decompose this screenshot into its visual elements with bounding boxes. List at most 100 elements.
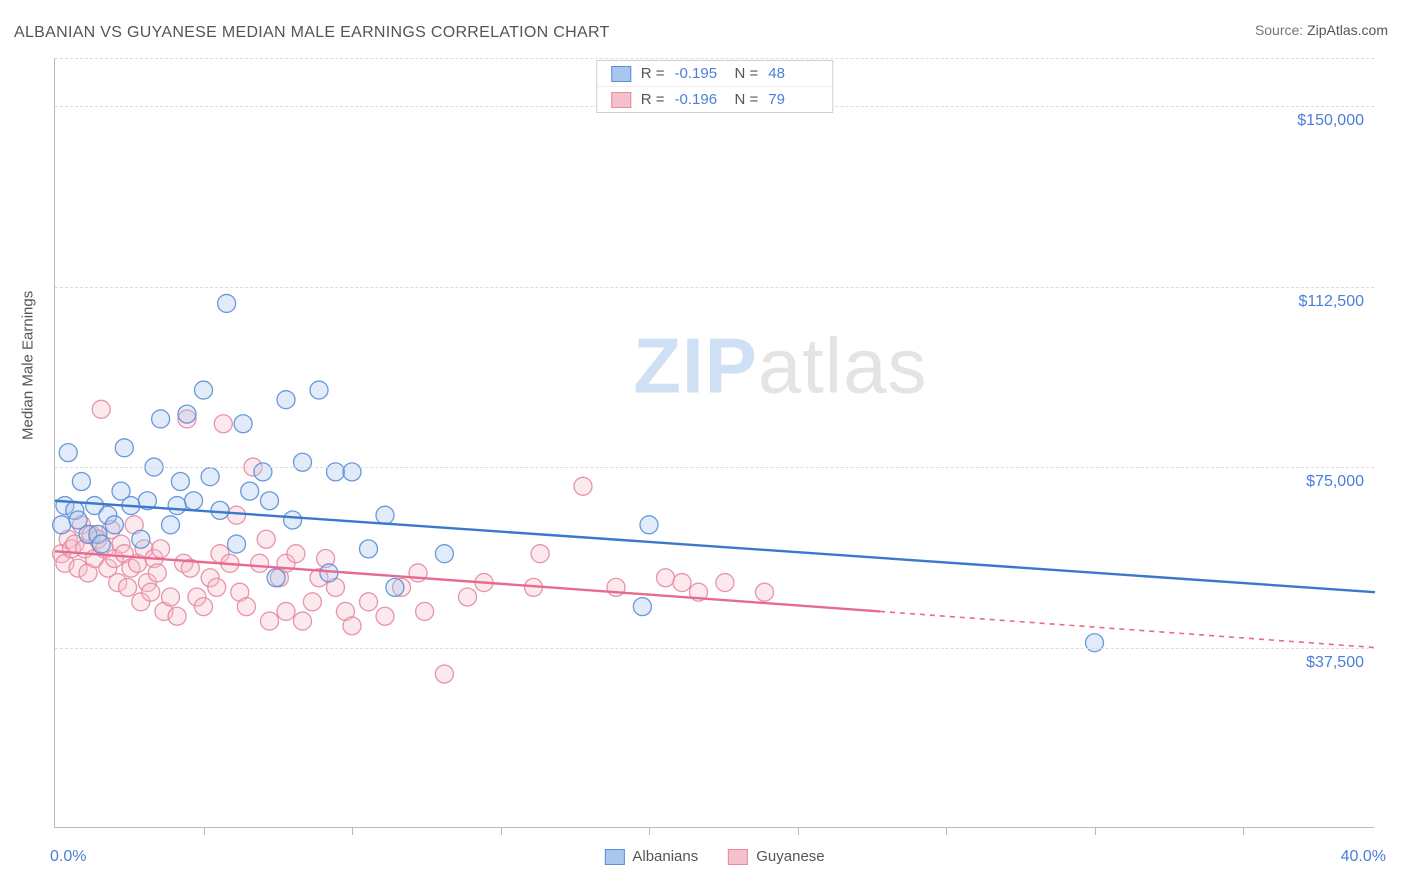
data-point — [237, 598, 255, 616]
series-legend: Albanians Guyanese — [604, 848, 824, 865]
data-point — [195, 381, 213, 399]
n-label: N = — [735, 65, 759, 82]
y-axis-label: Median Male Earnings — [20, 291, 37, 440]
data-point — [386, 578, 404, 596]
x-axis-max-label: 40.0% — [1341, 848, 1386, 866]
data-point — [211, 501, 229, 519]
data-point — [162, 588, 180, 606]
data-point — [241, 482, 259, 500]
data-point — [294, 453, 312, 471]
data-point — [459, 588, 477, 606]
correlation-legend: R =-0.195N =48R =-0.196N =79 — [596, 60, 834, 113]
data-point — [294, 612, 312, 630]
data-point — [59, 444, 77, 462]
data-point — [72, 473, 90, 491]
legend-row: R =-0.196N =79 — [597, 86, 833, 112]
data-point — [168, 607, 186, 625]
gridline — [55, 58, 1374, 59]
data-point — [303, 593, 321, 611]
data-point — [92, 400, 110, 418]
r-label: R = — [641, 91, 665, 108]
data-point — [435, 665, 453, 683]
x-tick — [798, 827, 799, 835]
legend-swatch — [728, 849, 748, 865]
data-point — [254, 463, 272, 481]
legend-item: Guyanese — [728, 848, 824, 865]
data-point — [657, 569, 675, 587]
data-point — [716, 574, 734, 592]
data-point — [208, 578, 226, 596]
data-point — [132, 530, 150, 548]
data-point — [277, 602, 295, 620]
data-point — [360, 540, 378, 558]
data-point — [435, 545, 453, 563]
x-tick — [649, 827, 650, 835]
data-point — [195, 598, 213, 616]
data-point — [310, 381, 328, 399]
data-point — [234, 415, 252, 433]
data-point — [142, 583, 160, 601]
gridline — [55, 648, 1374, 649]
x-tick — [204, 827, 205, 835]
data-point — [360, 593, 378, 611]
data-point — [92, 535, 110, 553]
data-point — [376, 506, 394, 524]
source-value: ZipAtlas.com — [1307, 22, 1388, 38]
source-attribution: Source: ZipAtlas.com — [1255, 22, 1388, 38]
data-point — [633, 598, 651, 616]
legend-swatch — [611, 92, 631, 108]
r-value: -0.196 — [675, 91, 725, 108]
data-point — [178, 405, 196, 423]
data-point — [228, 535, 246, 553]
data-point — [53, 516, 71, 534]
trend-line-extrapolated — [880, 611, 1375, 647]
data-point — [251, 554, 269, 572]
data-point — [171, 473, 189, 491]
r-label: R = — [641, 65, 665, 82]
data-point — [115, 439, 133, 457]
data-point — [152, 410, 170, 428]
data-point — [343, 463, 361, 481]
x-axis-min-label: 0.0% — [50, 848, 86, 866]
source-label: Source: — [1255, 22, 1303, 38]
data-point — [119, 578, 137, 596]
chart-title: ALBANIAN VS GUYANESE MEDIAN MALE EARNING… — [14, 24, 610, 42]
data-point — [218, 294, 236, 312]
data-point — [162, 516, 180, 534]
data-point — [201, 468, 219, 486]
data-point — [673, 574, 691, 592]
data-point — [261, 492, 279, 510]
scatter-svg — [55, 58, 1374, 827]
data-point — [261, 612, 279, 630]
x-tick — [1243, 827, 1244, 835]
n-value: 48 — [768, 65, 818, 82]
data-point — [574, 477, 592, 495]
plot-area: ZIPatlas R =-0.195N =48R =-0.196N =79 Al… — [54, 58, 1374, 828]
data-point — [228, 506, 246, 524]
data-point — [277, 391, 295, 409]
x-tick — [946, 827, 947, 835]
n-label: N = — [735, 91, 759, 108]
x-tick — [1095, 827, 1096, 835]
data-point — [284, 511, 302, 529]
data-point — [327, 463, 345, 481]
gridline — [55, 287, 1374, 288]
data-point — [185, 492, 203, 510]
data-point — [257, 530, 275, 548]
legend-label: Guyanese — [756, 848, 824, 865]
legend-row: R =-0.195N =48 — [597, 61, 833, 86]
y-tick-label: $37,500 — [1306, 654, 1364, 672]
x-tick — [501, 827, 502, 835]
legend-swatch — [611, 66, 631, 82]
y-tick-label: $75,000 — [1306, 473, 1364, 491]
data-point — [343, 617, 361, 635]
x-tick — [352, 827, 353, 835]
data-point — [756, 583, 774, 601]
legend-item: Albanians — [604, 848, 698, 865]
gridline — [55, 467, 1374, 468]
legend-swatch — [604, 849, 624, 865]
trend-line — [55, 501, 1375, 592]
data-point — [105, 516, 123, 534]
data-point — [1086, 634, 1104, 652]
data-point — [640, 516, 658, 534]
